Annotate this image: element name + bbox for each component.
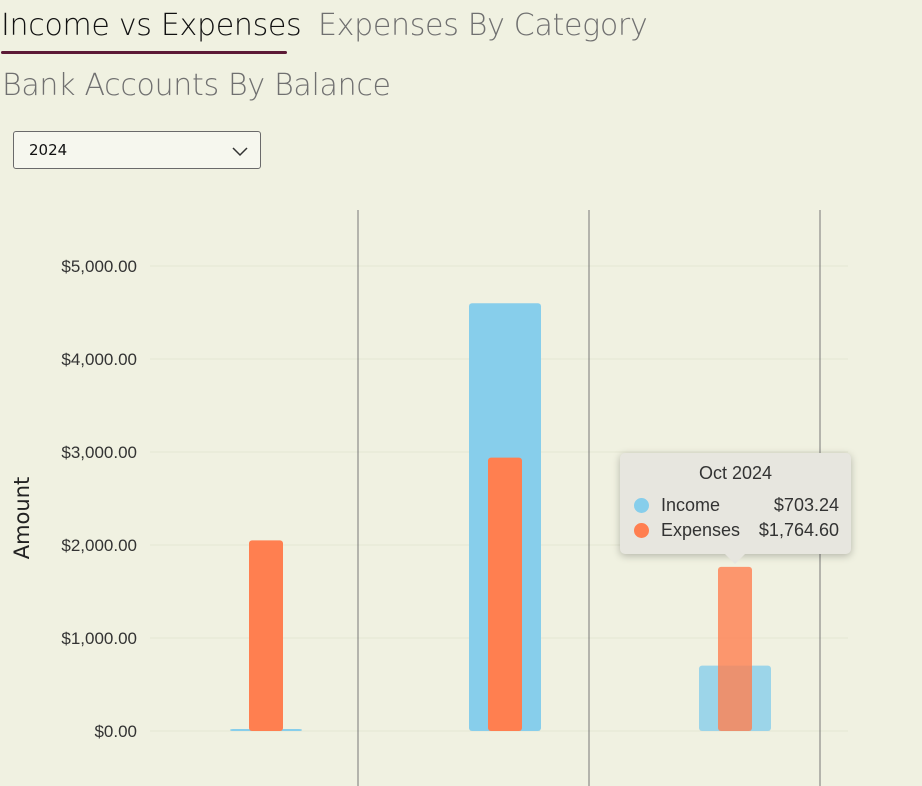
chart-canvas: $0.00 $1,000.00 $2,000.00 $3,000.00 $4,000.0…	[61, 210, 848, 786]
income-legend-dot	[634, 498, 649, 513]
chart-tooltip: Oct 2024 Income $703.24 Expenses $1,764.…	[620, 453, 851, 564]
year-select-value: 2024	[29, 141, 68, 159]
y-tick-label: $5,000.00	[61, 257, 137, 276]
y-tick-label: $1,000.00	[61, 629, 137, 648]
tooltip-expenses-value: $1,764.60	[758, 520, 839, 540]
expenses-bar	[249, 540, 283, 731]
tooltip-title: Oct 2024	[698, 463, 773, 483]
tooltip-income-label: Income	[661, 495, 721, 515]
tooltip-row-income: Income $703.24	[634, 494, 839, 516]
y-tick-label: $2,000.00	[61, 536, 137, 555]
active-tab-underline	[1, 51, 287, 54]
expenses-bar	[488, 457, 522, 731]
y-tick-label: $3,000.00	[61, 443, 137, 462]
tooltip-income-value: $703.24	[773, 495, 839, 515]
expenses-legend-dot	[634, 523, 649, 538]
year-select[interactable]: 2024	[13, 131, 261, 169]
tooltip-expenses-label: Expenses	[661, 520, 741, 540]
tab-income-vs-expenses[interactable]: Income vs Expenses	[1, 8, 302, 43]
y-tick-label: $4,000.00	[61, 350, 137, 369]
tab-expenses-by-category[interactable]: Expenses By Category	[318, 8, 648, 43]
tab-bank-accounts-by-balance[interactable]: Bank Accounts By Balance	[2, 68, 391, 103]
tooltip-row-expenses: Expenses $1,764.60	[634, 519, 839, 541]
y-tick-label: $0.00	[94, 722, 137, 741]
y-axis-label: Amount	[10, 476, 34, 560]
chevron-down-icon	[232, 147, 248, 157]
expenses-bar	[718, 566, 752, 731]
income-expenses-chart: $0.00 $1,000.00 $2,000.00 $3,000.00 $4,000.0…	[0, 205, 922, 786]
